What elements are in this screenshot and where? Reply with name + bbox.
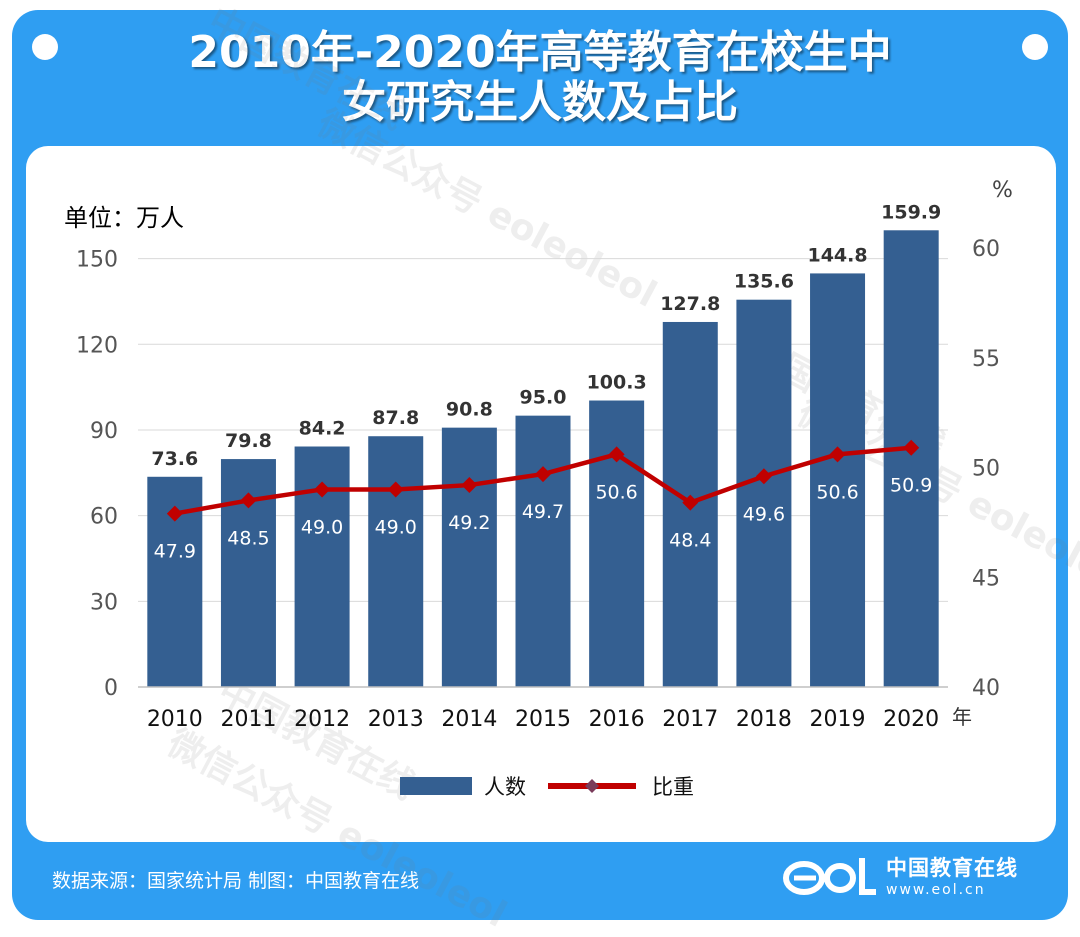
y-right-tick-label: 50 (972, 457, 1000, 482)
y-right-tick-label: 55 (972, 347, 1000, 372)
bar-value-label: 84.2 (299, 418, 346, 440)
unit-label: 单位：万人 (64, 204, 184, 232)
ratio-value-label: 49.0 (301, 516, 343, 538)
x-tick-label: 2011 (220, 707, 276, 732)
x-tick-label: 2017 (662, 707, 718, 732)
bar (441, 427, 497, 687)
ratio-point (387, 481, 404, 498)
bar (589, 400, 645, 687)
ratio-point (314, 481, 331, 498)
ratio-point (535, 466, 551, 483)
x-tick-label: 2015 (515, 707, 571, 732)
bar-value-label: 100.3 (587, 372, 647, 394)
x-tick-label: 2020 (883, 707, 939, 732)
x-tick-label: 2019 (810, 707, 866, 732)
bar (368, 436, 424, 687)
ratio-point (829, 446, 846, 463)
ratio-point (461, 477, 478, 494)
ratio-value-label: 49.7 (522, 501, 564, 523)
ratio-value-label: 50.9 (890, 475, 932, 497)
y-right-tick-label: 40 (972, 676, 1000, 701)
x-tick-label: 2014 (441, 707, 497, 732)
ratio-value-label: 48.4 (669, 530, 711, 552)
ratio-value-label: 48.5 (227, 527, 269, 549)
y-left-tick-label: 60 (90, 505, 118, 530)
ratio-point (903, 439, 920, 456)
brand-name: 中国教育在线 (886, 856, 1018, 880)
y-left-tick-label: 120 (76, 333, 118, 358)
ratio-point (166, 505, 183, 522)
bar (515, 415, 571, 687)
legend-bar-swatch (400, 777, 472, 795)
ratio-value-label: 50.6 (816, 481, 858, 503)
x-tick-label: 2012 (294, 707, 350, 732)
decor-dot-right (1022, 34, 1048, 60)
bar-value-label: 135.6 (734, 271, 794, 293)
x-tick-label: 2013 (368, 707, 424, 732)
chart-title: 2010年-2020年高等教育在校生中 女研究生人数及占比 (0, 28, 1080, 128)
ratio-value-label: 49.0 (375, 516, 417, 538)
bar-value-label: 79.8 (225, 430, 272, 452)
bar (883, 230, 939, 687)
bar (810, 273, 866, 687)
bar-value-label: 90.8 (446, 399, 493, 421)
y-left-tick-label: 90 (90, 419, 118, 444)
x-tick-label: 2016 (589, 707, 645, 732)
legend-line-marker (585, 779, 599, 793)
ratio-point (682, 494, 699, 511)
ratio-point (608, 446, 625, 463)
title-line-1: 2010年-2020年高等教育在校生中 (188, 27, 892, 78)
x-tick-label: 2010 (147, 707, 203, 732)
x-axis-suffix: 年 (952, 705, 972, 729)
bar-value-label: 95.0 (520, 387, 567, 409)
bar-value-label: 159.9 (881, 201, 941, 223)
footer-logo: 中国教育在线 www.eol.cn (782, 852, 1018, 898)
y-left-tick-label: 30 (90, 590, 118, 615)
eol-logo-icon (783, 858, 876, 895)
ratio-point (240, 492, 257, 509)
ratio-value-label: 49.2 (448, 512, 490, 534)
ratio-value-label: 50.6 (595, 481, 637, 503)
y-right-tick-label: 45 (972, 566, 1000, 591)
bar-value-label: 87.8 (372, 407, 419, 429)
bar-value-label: 73.6 (151, 448, 198, 470)
legend-line-label: 比重 (652, 775, 694, 799)
bar-value-label: 144.8 (807, 244, 867, 266)
y-right-tick-label: 60 (972, 237, 1000, 262)
footer-source: 数据来源：国家统计局 制图：中国教育在线 (52, 870, 420, 892)
x-tick-label: 2018 (736, 707, 792, 732)
ratio-value-label: 49.6 (743, 503, 785, 525)
bar (736, 299, 792, 687)
ratio-point (755, 468, 772, 485)
bar-value-label: 127.8 (660, 293, 720, 315)
brand-url: www.eol.cn (886, 882, 986, 898)
y-left-tick-label: 150 (76, 248, 118, 273)
ratio-value-label: 47.9 (154, 541, 196, 563)
decor-dot-left (32, 34, 58, 60)
y-left-tick-label: 0 (104, 676, 118, 701)
right-axis-unit: % (992, 178, 1013, 203)
title-line-2: 女研究生人数及占比 (342, 77, 738, 128)
legend-bar-label: 人数 (484, 775, 526, 799)
